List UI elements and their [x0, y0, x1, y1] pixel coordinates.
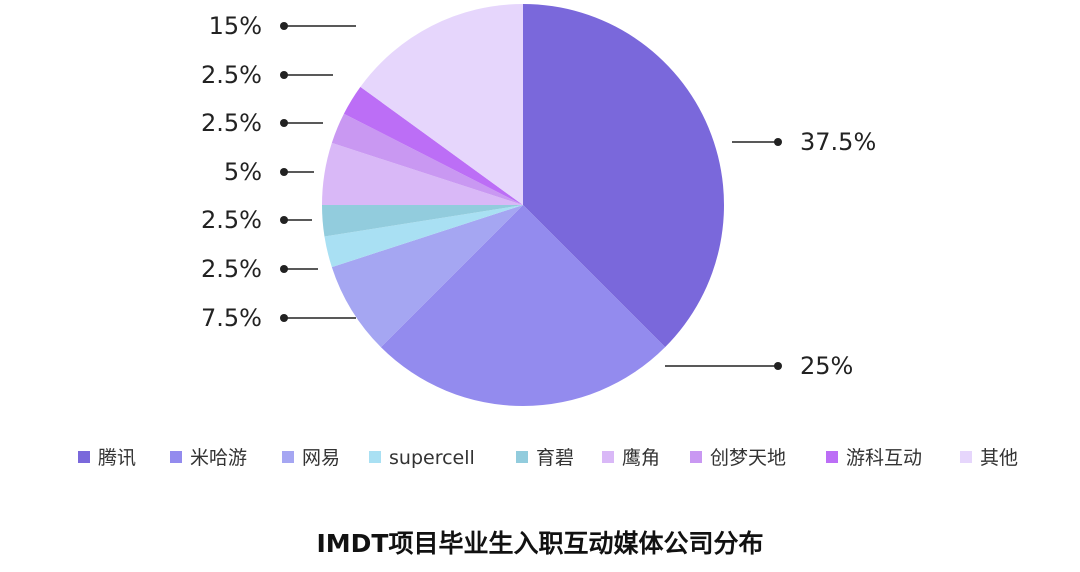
slice-callouts: 37.5% 25% 7.5% 2.5% 2.5% 5% 2.5% 2.5% 15%	[201, 12, 876, 380]
pie-slice-米哈游	[380, 205, 666, 407]
legend-swatch-其他	[960, 451, 972, 463]
pie-slice-育碧	[322, 205, 523, 237]
chart-title: IMDT项目毕业生入职互动媒体公司分布	[317, 529, 764, 558]
legend-label-游科互动: 游科互动	[846, 447, 922, 469]
leader-dot-创梦天地	[280, 119, 288, 127]
leader-dot-米哈游	[774, 362, 782, 370]
legend-label-腾讯: 腾讯	[98, 447, 136, 469]
legend-label-育碧: 育碧	[536, 447, 574, 469]
data-label-supercell: 2.5%	[201, 255, 262, 283]
legend-swatch-supercell	[369, 451, 381, 463]
pie-slices	[322, 4, 725, 407]
pie-slice-鹰角	[322, 142, 523, 205]
leader-dot-网易	[280, 314, 288, 322]
pie-slice-腾讯	[523, 4, 725, 348]
data-label-创梦天地: 2.5%	[201, 109, 262, 137]
legend-swatch-网易	[282, 451, 294, 463]
pie-slice-supercell	[324, 205, 523, 268]
legend-swatch-创梦天地	[690, 451, 702, 463]
legend: 腾讯 米哈游 网易 supercell 育碧 鹰角 创梦天地 游科互动 其他	[78, 447, 1018, 469]
legend-swatch-育碧	[516, 451, 528, 463]
data-label-腾讯: 37.5%	[800, 128, 876, 156]
data-label-网易: 7.5%	[201, 304, 262, 332]
leader-dot-supercell	[280, 265, 288, 273]
leader-dot-育碧	[280, 216, 288, 224]
legend-label-鹰角: 鹰角	[622, 447, 660, 469]
legend-swatch-米哈游	[170, 451, 182, 463]
data-label-游科互动: 2.5%	[201, 61, 262, 89]
data-label-米哈游: 25%	[800, 352, 853, 380]
data-label-其他: 15%	[209, 12, 262, 40]
leader-dot-鹰角	[280, 168, 288, 176]
data-label-鹰角: 5%	[224, 158, 262, 186]
leader-dot-其他	[280, 22, 288, 30]
leader-dot-腾讯	[774, 138, 782, 146]
pie-slice-网易	[331, 205, 523, 348]
data-label-育碧: 2.5%	[201, 206, 262, 234]
legend-label-创梦天地: 创梦天地	[710, 447, 786, 469]
legend-label-supercell: supercell	[389, 447, 475, 469]
legend-swatch-鹰角	[602, 451, 614, 463]
pie-slice-创梦天地	[331, 113, 523, 205]
legend-label-网易: 网易	[302, 447, 340, 469]
legend-label-米哈游: 米哈游	[190, 447, 247, 469]
leader-dot-游科互动	[280, 71, 288, 79]
legend-swatch-游科互动	[826, 451, 838, 463]
legend-swatch-腾讯	[78, 451, 90, 463]
pie-slice-其他	[360, 4, 523, 205]
pie-slice-游科互动	[343, 86, 523, 205]
legend-label-其他: 其他	[980, 447, 1018, 469]
